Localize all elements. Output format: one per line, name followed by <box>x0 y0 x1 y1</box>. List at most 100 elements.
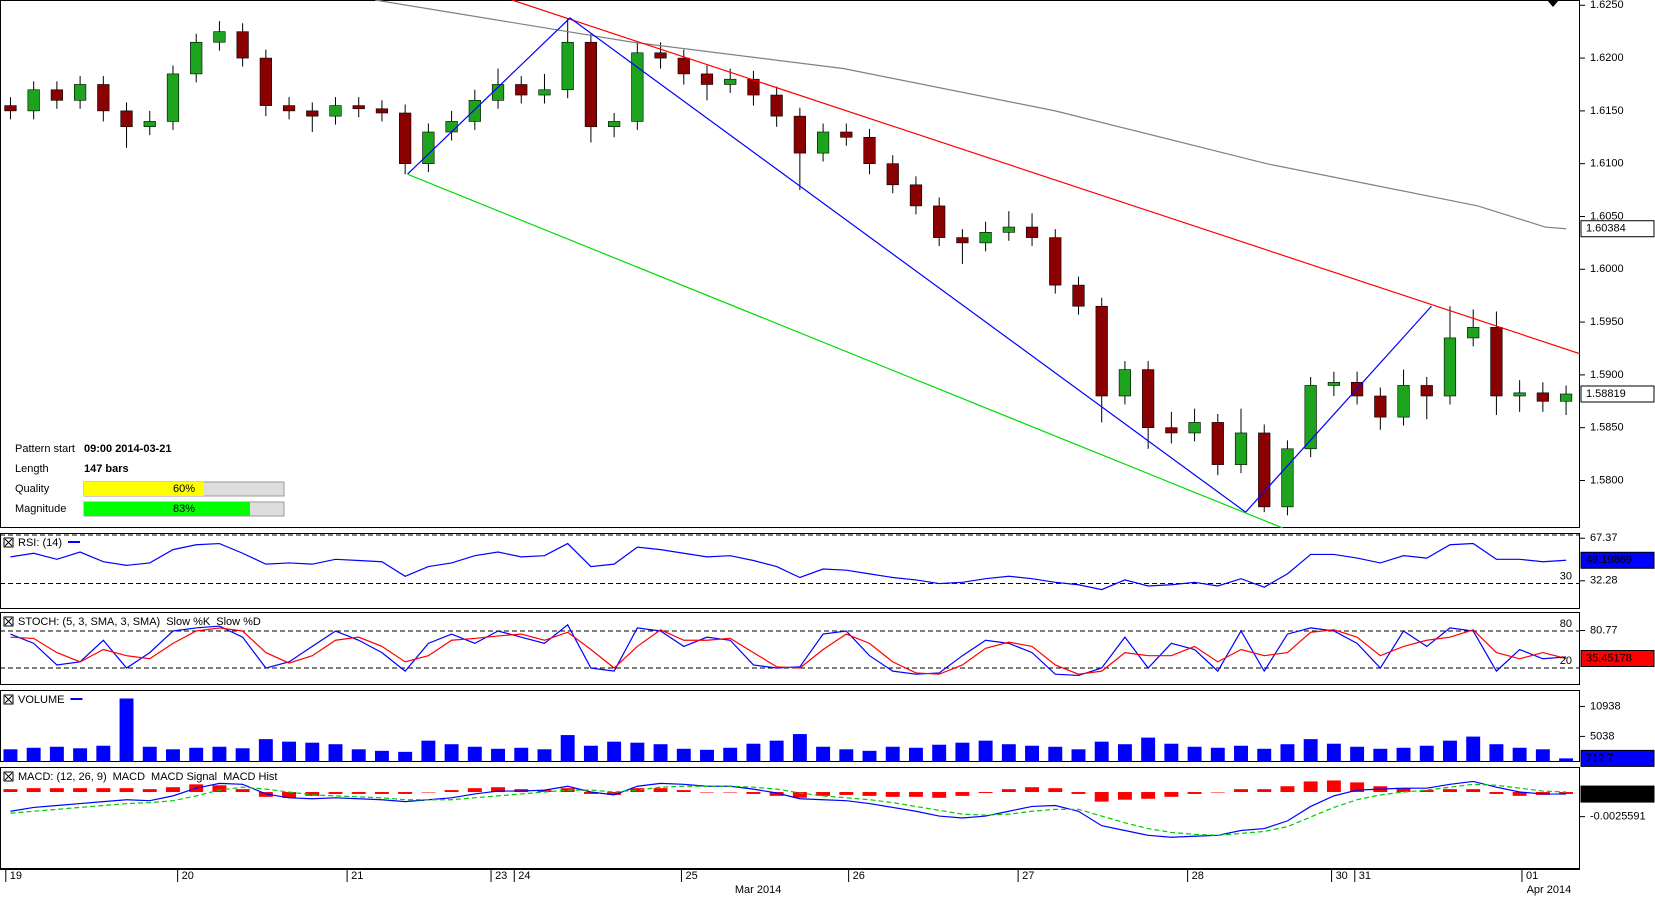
x-tick-label: 20 <box>182 870 194 882</box>
bar <box>1141 737 1156 762</box>
legend-entry: MACD Signal <box>151 771 217 783</box>
bar <box>1141 792 1156 799</box>
bar <box>862 750 877 762</box>
candle-body <box>1397 385 1410 418</box>
bar <box>444 744 459 762</box>
info-bar <box>84 502 250 516</box>
bar <box>1396 747 1411 762</box>
panel-frame <box>0 533 1580 609</box>
bar <box>537 790 552 793</box>
bar <box>723 792 738 793</box>
bar <box>514 747 529 762</box>
bar <box>398 751 413 762</box>
bar <box>1419 745 1434 762</box>
candle-body <box>27 89 40 112</box>
bar <box>1234 745 1248 762</box>
candle-body <box>654 52 667 59</box>
bar <box>1396 788 1411 793</box>
candle-body <box>1327 381 1340 386</box>
candle-body <box>956 237 969 244</box>
bar <box>1326 743 1341 762</box>
candle-body <box>190 41 203 75</box>
bar <box>189 747 204 762</box>
y-tick-label: 1.5950 <box>1590 316 1624 328</box>
candle-body <box>724 78 737 85</box>
bar <box>1094 741 1109 762</box>
candle-body <box>1165 427 1178 434</box>
panel-plot <box>3 698 1574 762</box>
x-tick-label: 27 <box>1022 870 1034 882</box>
bar <box>862 792 877 796</box>
panel-title: VOLUME <box>18 694 64 706</box>
candle-body <box>700 73 714 85</box>
bar <box>1280 786 1295 793</box>
x-month-label: Apr 2014 <box>1527 884 1572 896</box>
info-label: Quality <box>15 483 50 495</box>
bar <box>1117 792 1132 800</box>
candle-body <box>770 94 783 117</box>
candle-body <box>933 205 946 238</box>
candle-body <box>608 121 621 128</box>
bar <box>1025 745 1040 762</box>
bar <box>1559 758 1574 762</box>
x-tick-label: 31 <box>1359 870 1371 882</box>
bar <box>723 747 738 762</box>
bar <box>583 792 598 794</box>
candle-body <box>1281 448 1294 508</box>
bar <box>374 750 389 762</box>
bar <box>3 789 18 793</box>
value-box <box>1580 220 1655 238</box>
x-tick-label: 19 <box>10 870 22 882</box>
bar <box>978 740 993 762</box>
candle-body <box>1188 422 1201 434</box>
bar <box>142 789 157 793</box>
bar <box>1466 736 1481 762</box>
bar <box>1489 744 1504 762</box>
bar <box>978 792 993 793</box>
bar <box>305 742 320 762</box>
bar <box>560 735 575 762</box>
y-tick-label: 1.6000 <box>1590 263 1624 275</box>
bar <box>1326 780 1341 793</box>
bar <box>491 748 505 762</box>
x-month-label: Mar 2014 <box>735 884 781 896</box>
y-tick-label: 1.6250 <box>1590 0 1624 11</box>
value-box-label: 1.60384 <box>1586 223 1626 235</box>
value-box <box>1580 649 1655 667</box>
corner-marker <box>1547 0 1559 7</box>
bar <box>816 792 831 796</box>
info-label: Magnitude <box>15 503 66 515</box>
bar <box>1535 749 1550 762</box>
candle-body <box>445 121 458 133</box>
bar <box>305 792 320 796</box>
x-tick-label: 30 <box>1336 870 1348 882</box>
x-tick-label: 23 <box>495 870 507 882</box>
bar <box>119 698 134 762</box>
bar <box>1071 792 1086 794</box>
bar <box>1048 788 1063 793</box>
bar <box>49 788 64 793</box>
panel-checkbox-x <box>4 538 13 547</box>
bar <box>1117 744 1132 762</box>
bar <box>1257 748 1272 762</box>
x-tick-label: 25 <box>685 870 697 882</box>
candle-body <box>1467 327 1480 339</box>
overlay-line <box>407 173 1284 528</box>
bar <box>607 741 622 762</box>
candle-body <box>1025 226 1039 238</box>
candle-body <box>259 57 272 106</box>
bar <box>932 792 947 798</box>
bar <box>1443 789 1457 793</box>
y-tick-label: 67.37 <box>1590 532 1618 544</box>
overlay-line <box>374 0 1567 230</box>
bar <box>1164 743 1179 762</box>
panel-checkbox-x <box>4 772 13 781</box>
bar <box>119 788 134 793</box>
candle-body <box>1049 237 1062 286</box>
level-label: 80 <box>1560 618 1572 630</box>
overlay-line <box>407 17 1432 513</box>
bar <box>769 740 784 762</box>
bar <box>700 792 714 793</box>
bar <box>1048 746 1063 762</box>
bar <box>746 743 761 762</box>
